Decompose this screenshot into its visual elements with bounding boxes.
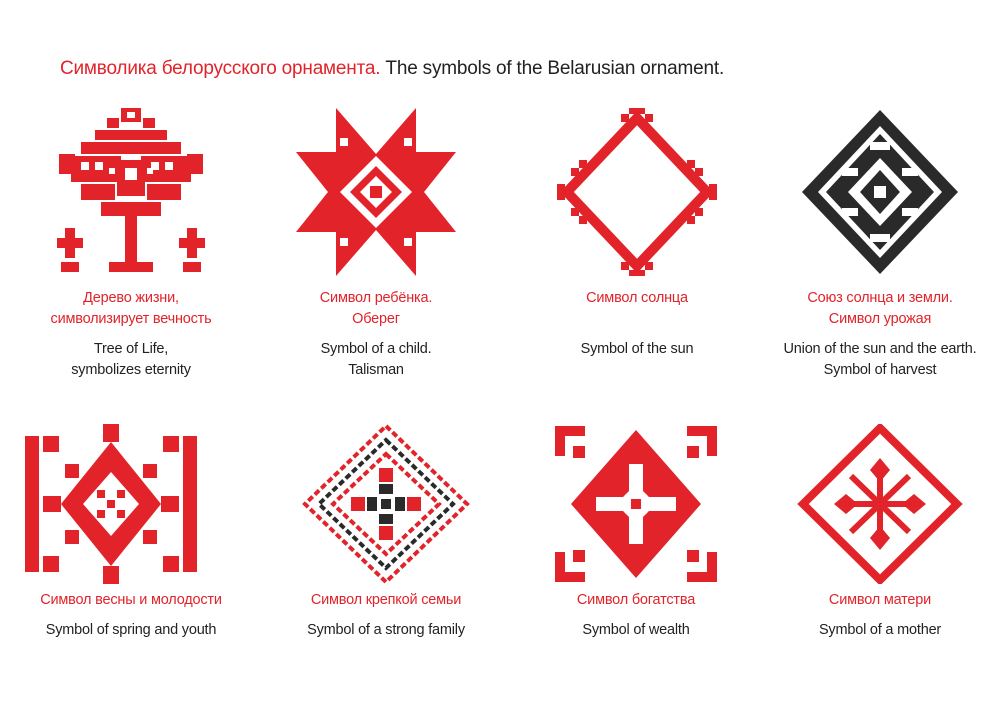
symbol-card-mother: Символ матери Symbol of a mother (780, 424, 980, 641)
caption-en-line: Tree of Life, (93, 341, 169, 357)
caption-ru: Символ матери (780, 590, 980, 611)
caption-en: Tree of Life, symbolizes eternity (31, 339, 231, 381)
caption-en: Symbol of a strong family (286, 620, 486, 641)
caption-en-line: symbolizes eternity (71, 362, 191, 378)
mother-ornament-icon (797, 424, 963, 584)
caption-en-line: Symbol of a child. (320, 341, 432, 357)
caption-ru: Символ богатства (536, 590, 736, 611)
symbol-card-wealth: Символ богатства Symbol of wealth (536, 424, 736, 641)
caption-en: Symbol of a child. Talisman (276, 339, 476, 381)
caption-ru: Союз солнца и земли. Символ урожая (780, 288, 980, 330)
caption-ru-line: Символ богатства (576, 592, 696, 608)
caption-ru-line: Дерево жизни, (83, 290, 179, 306)
caption-ru-line: Союз солнца и земли. (807, 290, 953, 306)
caption-en-line: Union of the sun and the earth. (783, 341, 977, 357)
sun-ornament-icon (557, 108, 717, 276)
caption-ru: Символ крепкой семьи (286, 590, 486, 611)
caption-en: Symbol of the sun (537, 339, 737, 360)
caption-ru-line: Символ весны и молодости (40, 592, 222, 608)
symbol-card-tree-of-life: Дерево жизни, символизирует вечность Tre… (31, 108, 231, 381)
caption-en-line: Symbol of harvest (823, 362, 937, 378)
caption-en: Symbol of spring and youth (31, 620, 231, 641)
sun-earth-union-ornament-icon (802, 110, 958, 274)
wealth-ornament-icon (555, 426, 717, 582)
caption-en-line: Symbol of a strong family (307, 622, 465, 638)
caption-ru: Символ весны и молодости (31, 590, 231, 611)
caption-en-line: Symbol of spring and youth (45, 622, 217, 638)
strong-family-ornament-icon (302, 424, 470, 584)
caption-ru: Символ ребёнка. Оберег (276, 288, 476, 330)
caption-ru-line: Символ урожая (828, 311, 932, 327)
symbol-card-sun: Символ солнца Symbol of the sun (537, 108, 737, 360)
caption-en-line: Talisman (348, 362, 404, 378)
spring-youth-ornament-icon (25, 424, 197, 584)
caption-ru-line: символизирует вечность (50, 311, 212, 327)
page-title: Символика белорусского орнамента. The sy… (60, 58, 724, 80)
child-star-ornament-icon (296, 108, 456, 276)
caption-en-line: Symbol of the sun (580, 341, 694, 357)
symbol-card-strong-family: Символ крепкой семьи Symbol of a strong … (286, 424, 486, 641)
caption-ru: Символ солнца (537, 288, 737, 309)
title-english: The symbols of the Belarusian ornament. (385, 58, 725, 79)
caption-ru-line: Оберег (352, 311, 400, 327)
caption-ru-line: Символ матери (828, 592, 932, 608)
caption-en-line: Symbol of wealth (582, 622, 690, 638)
caption-ru-line: Символ ребёнка. (319, 290, 433, 306)
caption-en: Union of the sun and the earth. Symbol o… (780, 339, 980, 381)
caption-en: Symbol of wealth (536, 620, 736, 641)
symbol-card-child: Символ ребёнка. Оберег Symbol of a child… (276, 108, 476, 381)
caption-en-line: Symbol of a mother (818, 622, 942, 638)
caption-en: Symbol of a mother (780, 620, 980, 641)
symbol-card-spring-youth: Символ весны и молодости Symbol of sprin… (25, 424, 231, 641)
caption-ru-line: Символ солнца (586, 290, 688, 306)
symbol-card-sun-earth: Союз солнца и земли. Символ урожая Union… (780, 108, 980, 381)
caption-ru: Дерево жизни, символизирует вечность (31, 288, 231, 330)
title-russian: Символика белорусского орнамента. (60, 58, 381, 79)
caption-ru-line: Символ крепкой семьи (310, 592, 462, 608)
tree-of-life-ornament-icon (57, 108, 205, 272)
